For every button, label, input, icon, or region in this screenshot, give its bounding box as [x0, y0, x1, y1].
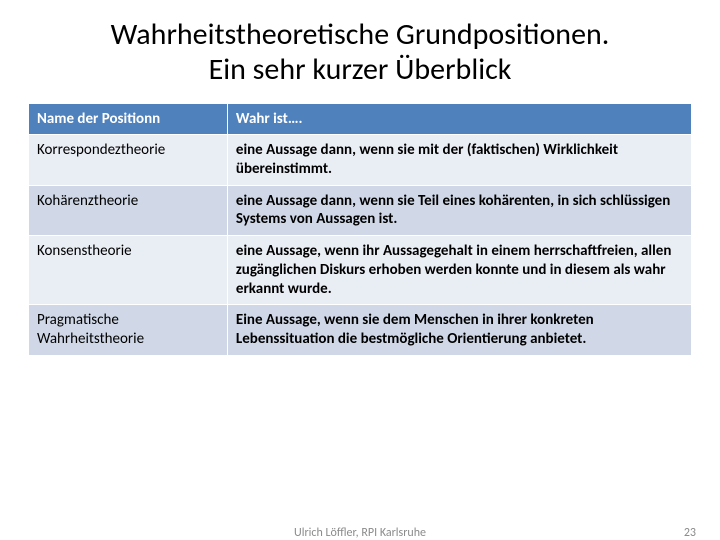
cell-position-desc: eine Aussage dann, wenn sie Teil eines k… — [227, 185, 691, 236]
slide: Wahrheitstheoretische Grundpositionen. E… — [0, 0, 720, 540]
title-line-2: Ein sehr kurzer Überblick — [209, 51, 512, 88]
cell-position-desc: Eine Aussage, wenn sie dem Menschen in i… — [227, 305, 691, 356]
cell-position-desc: eine Aussage, wenn ihr Aussagegehalt in … — [227, 236, 691, 305]
cell-position-desc: eine Aussage dann, wenn sie mit der (fak… — [227, 135, 691, 186]
cell-position-name: Konsenstheorie — [29, 236, 228, 305]
footer-credit: Ulrich Löffler, RPI Karlsruhe — [294, 526, 426, 540]
table-row: Konsenstheorieeine Aussage, wenn ihr Aus… — [29, 236, 692, 305]
table-header-row: Name der Positionn Wahr ist…. — [29, 104, 692, 135]
col-header-name: Name der Positionn — [29, 104, 228, 135]
positions-table: Name der Positionn Wahr ist…. Korrespond… — [28, 103, 692, 356]
page-number: 23 — [684, 526, 696, 540]
slide-title: Wahrheitstheoretische Grundpositionen. E… — [28, 18, 692, 87]
title-line-1: Wahrheitstheoretische Grundpositionen. — [111, 16, 610, 53]
cell-position-name: Kohärenztheorie — [29, 185, 228, 236]
table-row: Korrespondeztheorieeine Aussage dann, we… — [29, 135, 692, 186]
cell-position-name: Korrespondeztheorie — [29, 135, 228, 186]
table-row: Pragmatische WahrheitstheorieEine Aussag… — [29, 305, 692, 356]
col-header-desc: Wahr ist…. — [227, 104, 691, 135]
table-row: Kohärenztheorieeine Aussage dann, wenn s… — [29, 185, 692, 236]
cell-position-name: Pragmatische Wahrheitstheorie — [29, 305, 228, 356]
